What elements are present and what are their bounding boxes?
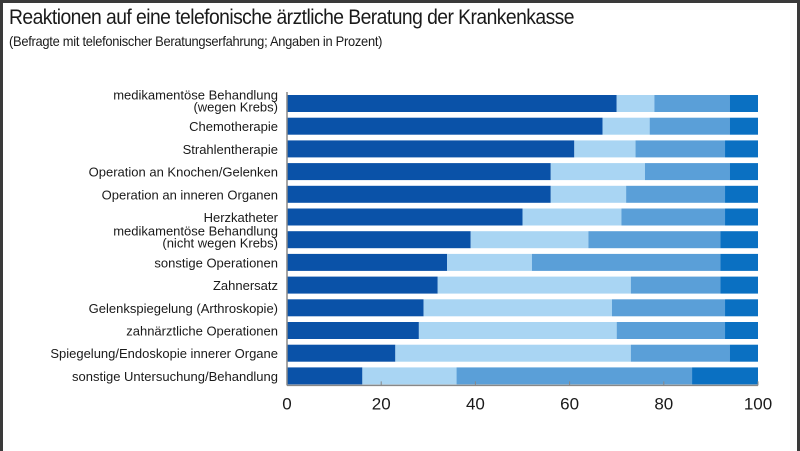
category-label: Zahnersatz [213,278,278,293]
x-tick-label: 40 [466,394,485,413]
bar-segment-1 [287,231,471,249]
bar-segment-3 [616,322,726,339]
bar-segment-4 [725,322,758,339]
bar-segment-2 [362,367,457,385]
bar-segment-2 [522,208,622,226]
chart-subtitle: (Befragte mit telefonischer Beratungserf… [9,33,383,49]
category-label: Herzkatheter [204,210,279,225]
bar-segment-2 [602,117,650,135]
bar-segment-1 [287,95,617,112]
bar-segment-3 [649,117,730,135]
category-label: sonstige Operationen [154,255,278,270]
bar-segment-4 [692,367,758,385]
bars-group [287,95,758,385]
category-label: Operation an inneren Organen [102,187,278,202]
bar-segment-2 [574,140,636,158]
category-label: medikamentöse Behandlung [113,224,278,239]
bar-segment-3 [635,140,726,158]
x-tick-label: 60 [560,394,579,413]
bar-segment-2 [418,322,617,339]
category-label: Strahlentherapie [183,142,278,157]
bar-segment-4 [725,208,758,226]
category-label: Operation an Knochen/Gelenken [89,165,278,180]
bar-segment-4 [729,344,758,362]
bar-segment-3 [630,276,721,294]
bar-segment-4 [720,276,758,294]
bar-segment-2 [470,231,589,249]
bar-segment-1 [287,367,363,385]
x-axis: 0 20 40 60 80 100 [282,92,772,413]
bar-segment-3 [626,185,726,203]
bar-segment-2 [616,95,655,112]
bar-segment-2 [550,163,645,181]
category-label: Spiegelung/Endoskopie innerer Organe [50,346,278,361]
bar-segment-2 [550,185,627,203]
bar-segment-4 [720,253,758,271]
x-tick-label: 100 [744,394,772,413]
bar-segment-3 [621,208,726,226]
category-label: (wegen Krebs) [193,100,278,115]
chart-title: Reaktionen auf eine telefonische ärztlic… [9,6,575,29]
bar-segment-1 [287,117,603,135]
bar-segment-1 [287,163,551,181]
bar-segment-1 [287,322,419,339]
x-tick-label: 80 [654,394,673,413]
bar-segment-2 [395,344,631,362]
bar-segment-1 [287,299,424,317]
x-tick-label: 20 [372,394,391,413]
bar-segment-2 [447,253,532,271]
bar-segment-3 [654,95,730,112]
bar-segment-4 [729,163,758,181]
bar-segment-3 [588,231,721,249]
bar-segment-4 [725,299,758,317]
bar-segment-4 [729,117,758,135]
bar-segment-1 [287,185,551,203]
bar-segment-4 [725,140,758,158]
category-label: zahnärztliche Operationen [126,324,278,339]
bar-segment-1 [287,276,438,294]
bar-segment-1 [287,208,523,226]
category-labels: medikamentöse Behandlung(wegen Krebs)Che… [50,88,278,384]
bar-segment-1 [287,344,396,362]
category-label: (nicht wegen Krebs) [162,236,278,251]
bar-segment-1 [287,140,575,158]
bar-segment-4 [729,95,758,112]
bar-segment-2 [437,276,631,294]
category-label: Gelenkspiegelung (Arthroskopie) [89,301,278,316]
bar-segment-2 [423,299,612,317]
x-tick-label: 0 [282,394,291,413]
bar-segment-3 [611,299,726,317]
bar-segment-4 [725,185,758,203]
category-label: medikamentöse Behandlung [113,88,278,103]
bar-segment-3 [531,253,721,271]
bar-segment-4 [720,231,758,249]
bar-segment-3 [456,367,693,385]
bar-segment-1 [287,253,448,271]
category-label: Chemotherapie [189,119,278,134]
category-label: sonstige Untersuchung/Behandlung [72,369,278,384]
bar-segment-3 [644,163,730,181]
bar-segment-3 [630,344,730,362]
